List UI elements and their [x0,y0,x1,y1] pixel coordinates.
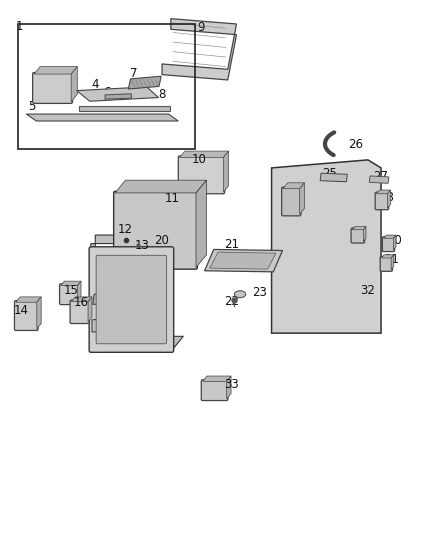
Ellipse shape [234,291,246,297]
Polygon shape [108,344,154,351]
Text: 21: 21 [224,238,239,251]
Text: 14: 14 [14,304,28,317]
Polygon shape [320,173,347,182]
Text: 2: 2 [45,69,53,82]
Polygon shape [88,297,92,322]
FancyBboxPatch shape [201,379,228,401]
Text: 6: 6 [102,86,110,99]
Polygon shape [61,281,81,286]
Polygon shape [352,227,366,230]
Text: 25: 25 [322,167,337,180]
FancyBboxPatch shape [282,187,301,216]
Polygon shape [205,249,283,272]
Bar [18,24,195,149]
FancyBboxPatch shape [89,247,173,352]
Polygon shape [79,106,170,111]
Polygon shape [196,180,207,268]
Polygon shape [283,183,304,189]
Text: 9: 9 [197,21,205,34]
Text: 31: 31 [385,253,399,266]
Polygon shape [376,190,390,194]
Polygon shape [71,297,92,302]
Polygon shape [393,235,396,250]
Text: 22: 22 [224,295,239,308]
Polygon shape [369,176,389,183]
Text: 10: 10 [192,154,207,166]
Polygon shape [384,235,396,238]
Polygon shape [93,293,124,304]
Text: 4: 4 [92,78,99,91]
Text: 5: 5 [28,100,35,113]
Text: 23: 23 [252,286,267,298]
Polygon shape [26,114,178,121]
Polygon shape [128,76,161,89]
FancyBboxPatch shape [152,195,194,224]
Polygon shape [210,252,276,269]
FancyBboxPatch shape [32,72,72,103]
FancyBboxPatch shape [60,284,79,305]
Polygon shape [363,227,366,241]
Polygon shape [115,180,207,193]
FancyBboxPatch shape [380,256,392,271]
FancyBboxPatch shape [113,191,197,269]
Polygon shape [153,191,197,196]
Text: 12: 12 [117,223,132,236]
Text: 15: 15 [64,284,78,297]
Polygon shape [92,318,117,332]
FancyBboxPatch shape [351,228,364,243]
Text: 33: 33 [224,378,239,391]
Polygon shape [272,160,381,333]
FancyBboxPatch shape [375,192,389,209]
Polygon shape [381,255,394,258]
Polygon shape [227,376,231,399]
Text: 3: 3 [67,80,74,93]
FancyBboxPatch shape [382,237,395,252]
Text: 30: 30 [387,235,402,247]
Polygon shape [91,235,183,350]
Text: 27: 27 [374,171,389,183]
Polygon shape [78,281,81,303]
Text: 16: 16 [74,296,88,309]
Polygon shape [391,255,394,270]
Polygon shape [223,151,229,192]
Text: 19: 19 [120,333,135,346]
Text: 32: 32 [360,284,375,297]
Text: 13: 13 [135,239,150,252]
Text: 28: 28 [379,191,394,204]
Polygon shape [387,190,390,208]
Polygon shape [105,94,131,99]
Text: 26: 26 [348,139,363,151]
Polygon shape [180,151,229,158]
Text: 8: 8 [159,88,166,101]
Polygon shape [202,376,231,382]
Text: 1: 1 [16,20,24,33]
Polygon shape [71,67,77,102]
Text: 29: 29 [351,227,366,239]
Text: 20: 20 [155,235,170,247]
Polygon shape [16,297,41,302]
Text: 17: 17 [98,287,113,300]
Text: 24: 24 [283,191,297,204]
Polygon shape [37,297,41,329]
Polygon shape [193,191,197,223]
FancyBboxPatch shape [14,301,38,330]
FancyBboxPatch shape [178,156,225,193]
Polygon shape [300,183,304,214]
Polygon shape [34,67,77,74]
FancyBboxPatch shape [70,300,89,324]
Text: 11: 11 [165,192,180,205]
Polygon shape [162,19,237,80]
FancyBboxPatch shape [96,255,166,344]
Text: 7: 7 [130,67,138,80]
Text: 18: 18 [97,313,112,326]
Polygon shape [77,87,159,101]
